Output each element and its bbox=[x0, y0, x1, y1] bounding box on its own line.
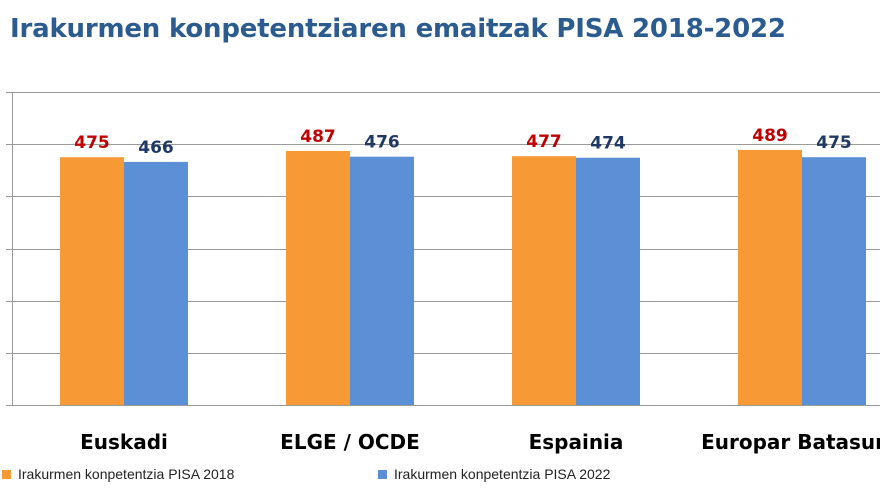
bar-2022 bbox=[576, 157, 640, 405]
bar-2018 bbox=[286, 150, 350, 405]
data-label-2022: 466 bbox=[138, 138, 174, 158]
legend-item-2022: Irakurmen konpetentzia PISA 2022 bbox=[378, 466, 610, 482]
category-labels: Euskadi ELGE / OCDE Espainia Europar Batasu… bbox=[80, 430, 880, 454]
category-label: Espainia bbox=[529, 430, 624, 454]
bar-2022 bbox=[802, 157, 866, 405]
legend-swatch-2018 bbox=[2, 469, 11, 479]
category-label: Euskadi bbox=[80, 430, 168, 454]
data-label-2018: 489 bbox=[752, 126, 788, 146]
legend-label-2022: Irakurmen konpetentzia PISA 2022 bbox=[394, 466, 611, 482]
data-label-2018: 477 bbox=[526, 132, 562, 152]
data-label-2022: 475 bbox=[816, 133, 852, 153]
chart-title: Irakurmen konpetentziaren emaitzak PISA … bbox=[10, 14, 786, 44]
data-label-2022: 474 bbox=[590, 134, 626, 154]
bar-2018 bbox=[512, 156, 576, 405]
legend: Irakurmen konpetentzia PISA 2018 Irakurm… bbox=[0, 466, 880, 486]
legend-label-2018: Irakurmen konpetentzia PISA 2018 bbox=[18, 466, 235, 482]
data-label-2018: 475 bbox=[74, 133, 110, 153]
bar-2022 bbox=[124, 161, 188, 405]
legend-swatch-2022 bbox=[378, 469, 387, 479]
data-labels: 475 466 487 476 477 474 489 475 bbox=[74, 126, 852, 158]
bar-2018 bbox=[60, 157, 124, 405]
bar-2018 bbox=[738, 149, 802, 405]
data-label-2018: 487 bbox=[300, 127, 336, 147]
data-label-2022: 476 bbox=[364, 133, 400, 153]
bar-2022 bbox=[350, 156, 414, 405]
category-label: ELGE / OCDE bbox=[280, 430, 420, 454]
category-label: Europar Batasuna bbox=[701, 430, 880, 454]
legend-item-2018: Irakurmen konpetentzia PISA 2018 bbox=[2, 466, 234, 482]
bars bbox=[60, 149, 866, 405]
